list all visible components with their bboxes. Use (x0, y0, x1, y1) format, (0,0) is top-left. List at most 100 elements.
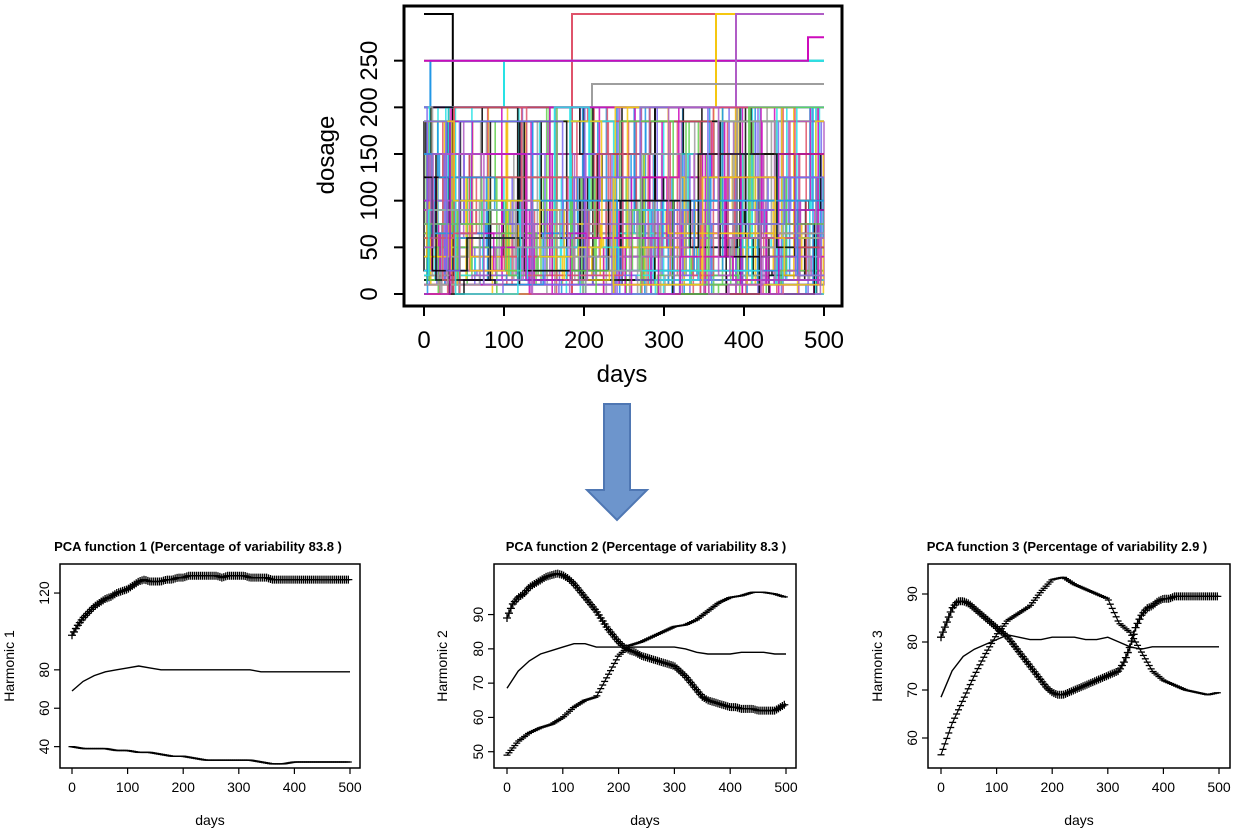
pca2-x-label: days (630, 812, 660, 828)
pca1-plus-marker (85, 607, 94, 616)
pca3-plus-marker (975, 609, 984, 618)
pca2-plus-marker (567, 577, 576, 586)
pca1-plus-marker (241, 572, 250, 581)
pca1-plus-marker (141, 576, 150, 585)
pca2-plus-marker (565, 575, 574, 584)
pca3-plus-marker (960, 597, 969, 606)
pca1-y-label: Harmonic 1 (1, 630, 17, 702)
pca1-plus-marker (182, 572, 191, 581)
pca2-plus-marker (702, 695, 711, 704)
pca2-title: PCA function 2 (Percentage of variabilit… (506, 539, 787, 554)
pca3-plus-marker (1081, 681, 1089, 690)
pca2-plus-marker (678, 669, 687, 678)
pca3-plus-marker (973, 607, 982, 616)
pca1-plus-marker (136, 577, 145, 586)
pca1-plus-marker (264, 574, 273, 583)
pca1-title: PCA function 1 (Percentage of variabilit… (54, 539, 342, 554)
pca2-plus-marker (672, 664, 681, 673)
dosage-x-label: days (597, 361, 648, 388)
pca3-plus-marker (1154, 596, 1163, 605)
dosage-series-group (423, 13, 825, 295)
pca3-plus-marker (1065, 688, 1074, 697)
pca2-y-tick-label: 80 (470, 641, 486, 657)
pca3-plus-marker (989, 620, 998, 629)
pca3-plus-marker (1164, 594, 1173, 603)
pca2-x-tick-label: 100 (551, 779, 575, 795)
dosage-series-line (424, 176, 824, 295)
pca3-plus-marker (968, 602, 977, 611)
dosage-x-tick-label: 200 (564, 327, 604, 354)
dosage-x-tick-label: 500 (804, 327, 844, 354)
pca2-plus-marker (674, 666, 683, 675)
pca2-x-tick-label: 200 (607, 779, 631, 795)
pca2-plus-marker (635, 651, 644, 660)
pca1-plus-marker (157, 577, 166, 586)
pca2-plus-marker (504, 609, 513, 618)
pca3-plus-marker (1063, 689, 1072, 697)
pca1-plus-marker (110, 590, 119, 599)
pca2-plus-marker (670, 662, 679, 671)
pca1-x-tick-label: 500 (338, 779, 362, 795)
pca1-plus-marker (219, 573, 228, 582)
pca3-plus-marker (1100, 673, 1109, 682)
pca1-plus-marker (116, 587, 125, 596)
pca1-x-tick-label: 0 (68, 779, 76, 795)
pca-function-2-chart: PCA function 2 (Percentage of variabilit… (434, 539, 798, 828)
pca1-plus-marker (344, 575, 353, 584)
pca2-y-tick-label: 90 (470, 607, 486, 623)
pca1-plus-marker (79, 613, 88, 622)
pca1-plus-marker (69, 627, 78, 636)
pca3-plus-marker (1086, 678, 1095, 687)
pca1-plus-marker (159, 576, 168, 585)
dosage-x-tick-label: 0 (417, 327, 430, 354)
pca1-plus-marker (114, 588, 123, 597)
pca3-plus-marker (1143, 604, 1152, 613)
pca3-plus-marker (1166, 594, 1175, 603)
pca3-plus-marker (1213, 592, 1222, 601)
pca1-plus-marker (68, 631, 76, 640)
pca3-y-label: Harmonic 3 (869, 630, 885, 702)
pca3-plus-marker (946, 608, 955, 616)
pca3-plus-marker (1116, 664, 1125, 673)
pca1-plus-marker (103, 594, 112, 603)
pca1-plus-marker (143, 576, 152, 585)
pca1-plus-marker (169, 575, 178, 584)
pca3-y-tick-label: 90 (904, 586, 920, 602)
dosage-series-line (424, 36, 824, 62)
pca3-plus-marker (995, 626, 1004, 634)
pca1-y-tick-label: 60 (36, 700, 52, 716)
pca1-plus-marker (81, 611, 90, 620)
pca3-title: PCA function 3 (Percentage of variabilit… (927, 539, 1208, 554)
pca3-plus-marker (1075, 683, 1084, 692)
pca2-plus-marker (778, 701, 787, 710)
pca1-x-tick-label: 300 (227, 779, 251, 795)
pca1-plus-marker (112, 588, 121, 597)
pca3-plus-marker (1090, 677, 1099, 686)
pca2-plus-marker (518, 590, 527, 599)
pca1-plus-marker (171, 574, 180, 583)
pca-function-3-chart: PCA function 3 (Percentage of variabilit… (869, 539, 1231, 828)
pca1-plus-marker (180, 573, 189, 582)
pca3-minus-curve (940, 576, 1220, 756)
pca3-plus-marker (1044, 684, 1053, 693)
dosage-y-tick-label: 150 (356, 134, 383, 174)
pca2-x-tick-label: 400 (719, 779, 743, 795)
pca3-plus-marker (1071, 685, 1080, 694)
pca1-plus-marker (243, 572, 252, 581)
pca3-x-label: days (1064, 812, 1094, 828)
pca3-plus-marker (1096, 674, 1105, 683)
down-arrow-icon (584, 403, 650, 522)
pca3-plus-marker (1042, 682, 1051, 691)
pca1-x-tick-label: 100 (116, 779, 140, 795)
dosage-y-label: dosage (313, 116, 340, 195)
pca1-x-axis: 0 100 200 300 400 500 (68, 768, 362, 795)
pca3-plus-marker (1088, 678, 1097, 687)
pca2-y-tick-label: 50 (470, 744, 486, 760)
dosage-series-line (424, 120, 824, 286)
pca3-plus-marker (1077, 683, 1086, 692)
pca3-plus-marker (977, 610, 986, 619)
pca3-plus-marker (1082, 680, 1091, 689)
pca3-plus-marker (942, 618, 951, 627)
pca3-series-group (937, 576, 1222, 756)
